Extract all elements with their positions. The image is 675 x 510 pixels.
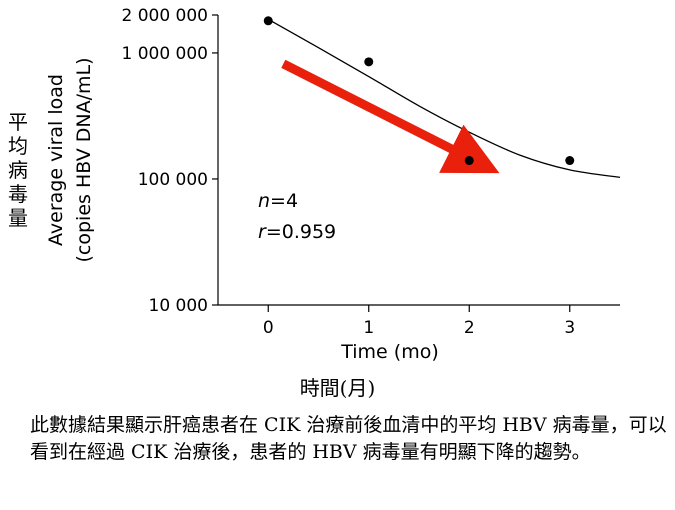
x-tick-label: 2 — [464, 318, 475, 338]
x-tick-label: 0 — [263, 318, 274, 338]
annotation-n: n=4 — [258, 190, 298, 212]
y-axis-title-chinese-char: 毒 — [8, 182, 28, 206]
x-axis-title: Time (mo) — [340, 341, 439, 363]
y-axis-title-chinese-char: 病 — [8, 158, 28, 182]
y-axis-title-chinese-char: 均 — [8, 134, 28, 158]
figure-caption: 此數據結果顯示肝癌患者在 CIK 治療前後血清中的平均 HBV 病毒量，可以看到… — [30, 414, 667, 463]
annotation-r: r=0.959 — [258, 221, 336, 243]
viral-load-chart: 10 000 100 000 1 000 000 2 000 000 0 1 2 3 n=4… — [45, 6, 621, 363]
x-tick-label: 1 — [363, 318, 374, 338]
y-tick-label: 1 000 000 — [121, 44, 208, 64]
y-tick-label: 10 000 — [149, 296, 208, 316]
y-tick-label: 100 000 — [138, 170, 208, 190]
fit-curve — [267, 18, 621, 178]
data-point — [565, 156, 575, 166]
y-axis-title-line2: (copies HBV DNA/mL) — [73, 58, 95, 263]
y-axis-ticks: 10 000 100 000 1 000 000 2 000 000 — [121, 6, 218, 316]
y-axis-title-chinese: 平 均 病 毒 量 — [6, 110, 30, 230]
axes — [217, 15, 620, 306]
y-tick-label: 2 000 000 — [121, 6, 208, 26]
x-tick-label: 3 — [564, 318, 575, 338]
data-points — [263, 16, 575, 166]
y-axis-title-line1: Average viral load — [45, 74, 67, 246]
x-axis-title-chinese: 時間(月) — [299, 376, 376, 400]
trend-arrow — [281, 59, 500, 174]
y-axis-title-chinese-char: 平 — [8, 110, 28, 134]
data-point — [364, 57, 374, 67]
data-point — [464, 156, 474, 166]
y-axis-title-chinese-char: 量 — [8, 206, 28, 230]
x-axis-ticks: 0 1 2 3 — [263, 305, 575, 338]
data-point — [263, 16, 273, 26]
